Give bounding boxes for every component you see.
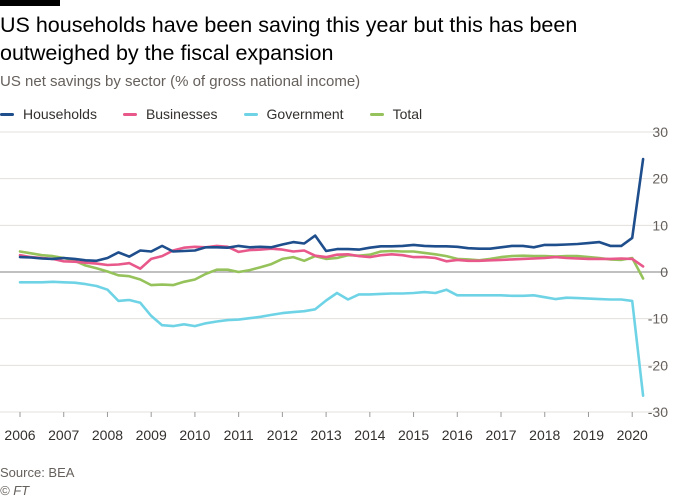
legend-item-total: Total bbox=[369, 106, 423, 122]
series-line-government bbox=[18, 280, 645, 398]
source-note: Source: BEA bbox=[0, 465, 75, 480]
x-tick-label: 2008 bbox=[92, 427, 123, 443]
legend-swatch-government bbox=[243, 112, 258, 116]
legend-swatch-total bbox=[369, 112, 384, 116]
y-tick-label: -20 bbox=[648, 357, 668, 373]
series-line-businesses bbox=[18, 244, 645, 270]
legend-label-households: Households bbox=[23, 106, 97, 122]
x-tick-label: 2016 bbox=[442, 427, 473, 443]
x-tick-label: 2007 bbox=[48, 427, 79, 443]
x-tick-labels: 2006 2007 2008 2009 2010 2011 2012 2013 2014 2015… bbox=[4, 427, 648, 443]
series-line-total bbox=[18, 249, 645, 287]
series-line-households bbox=[18, 157, 645, 263]
x-tick-label: 2017 bbox=[485, 427, 516, 443]
y-tick-label: -30 bbox=[648, 404, 668, 420]
ft-credit: © FT bbox=[0, 483, 30, 498]
x-tick-label: 2009 bbox=[136, 427, 167, 443]
x-tick-label: 2011 bbox=[224, 427, 254, 443]
x-tick-label: 2014 bbox=[354, 427, 385, 443]
ft-top-bar bbox=[0, 0, 60, 6]
legend-item-businesses: Businesses bbox=[122, 106, 218, 122]
y-tick-label: -10 bbox=[648, 311, 668, 327]
legend: Households Businesses Government Total bbox=[0, 104, 448, 124]
legend-label-total: Total bbox=[392, 106, 423, 122]
y-tick-label: 10 bbox=[652, 217, 668, 233]
x-tick-label: 2019 bbox=[573, 427, 604, 443]
legend-item-households: Households bbox=[0, 106, 97, 122]
y-tick-label: 20 bbox=[652, 171, 668, 187]
x-tick-label: 2010 bbox=[179, 427, 210, 443]
x-tick-label: 2013 bbox=[311, 427, 342, 443]
x-tick-label: 2006 bbox=[4, 427, 35, 443]
legend-label-government: Government bbox=[266, 106, 344, 122]
legend-item-government: Government bbox=[243, 106, 344, 122]
y-tick-labels: 30 20 10 0 -10 -20 -30 bbox=[648, 124, 668, 420]
chart-title: US households have been saving this year… bbox=[0, 13, 578, 65]
legend-swatch-households bbox=[0, 112, 14, 116]
x-tick-label: 2018 bbox=[529, 427, 560, 443]
legend-swatch-businesses bbox=[122, 112, 137, 116]
grid-layer bbox=[0, 131, 668, 417]
y-tick-label: 30 bbox=[652, 124, 668, 140]
x-tick-label: 2015 bbox=[398, 427, 429, 443]
x-tick-label: 2012 bbox=[267, 427, 298, 443]
y-tick-label: 0 bbox=[660, 264, 668, 280]
x-tick-label: 2020 bbox=[617, 427, 648, 443]
legend-label-businesses: Businesses bbox=[145, 106, 218, 122]
chart-subtitle: US net savings by sector (% of gross nat… bbox=[0, 73, 361, 90]
series-layer bbox=[18, 157, 645, 398]
